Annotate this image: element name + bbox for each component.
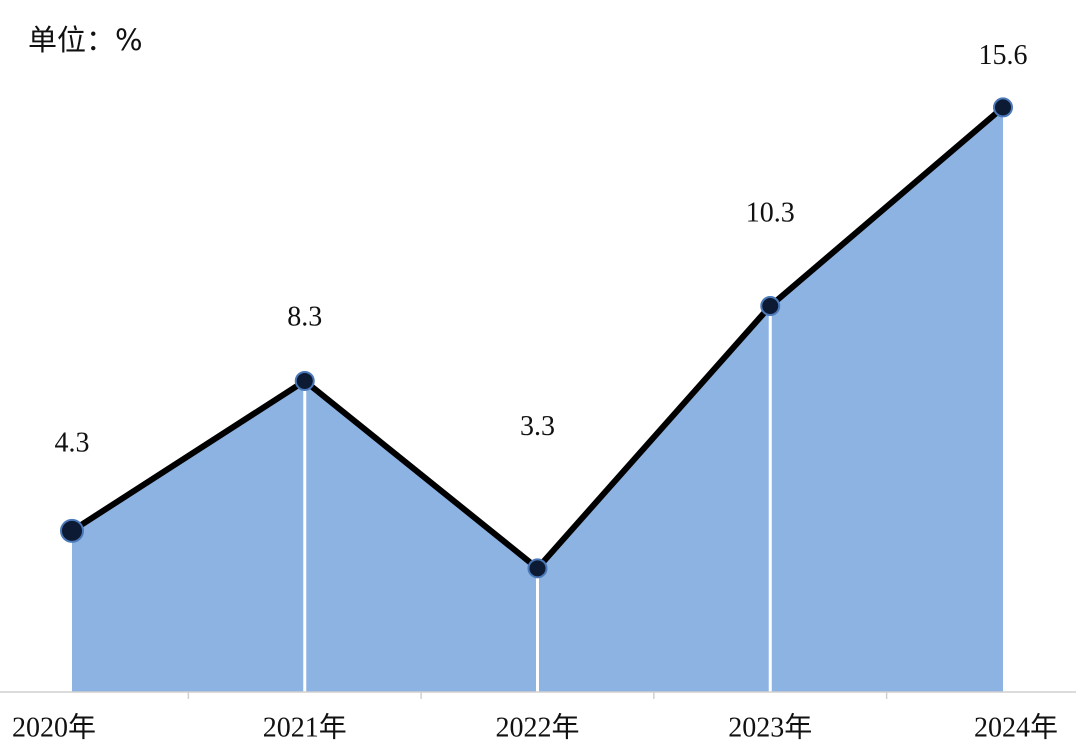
data-label: 8.3 [287, 301, 322, 332]
x-tick-label: 2024年 [974, 711, 1058, 743]
data-label: 15.6 [979, 40, 1028, 71]
x-tick-label: 2020年 [12, 711, 96, 743]
data-label: 4.3 [55, 427, 90, 458]
marker [527, 558, 548, 579]
marker [60, 518, 84, 543]
x-tick-label: 2022年 [495, 711, 579, 743]
marker [993, 97, 1013, 118]
x-tick-label: 2021年 [263, 711, 347, 743]
data-label: 10.3 [746, 197, 795, 228]
marker [294, 370, 315, 391]
marker [760, 296, 781, 317]
unit-label: 单位：% [28, 23, 143, 57]
data-label: 3.3 [520, 411, 555, 442]
x-tick-label: 2023年 [728, 711, 812, 743]
